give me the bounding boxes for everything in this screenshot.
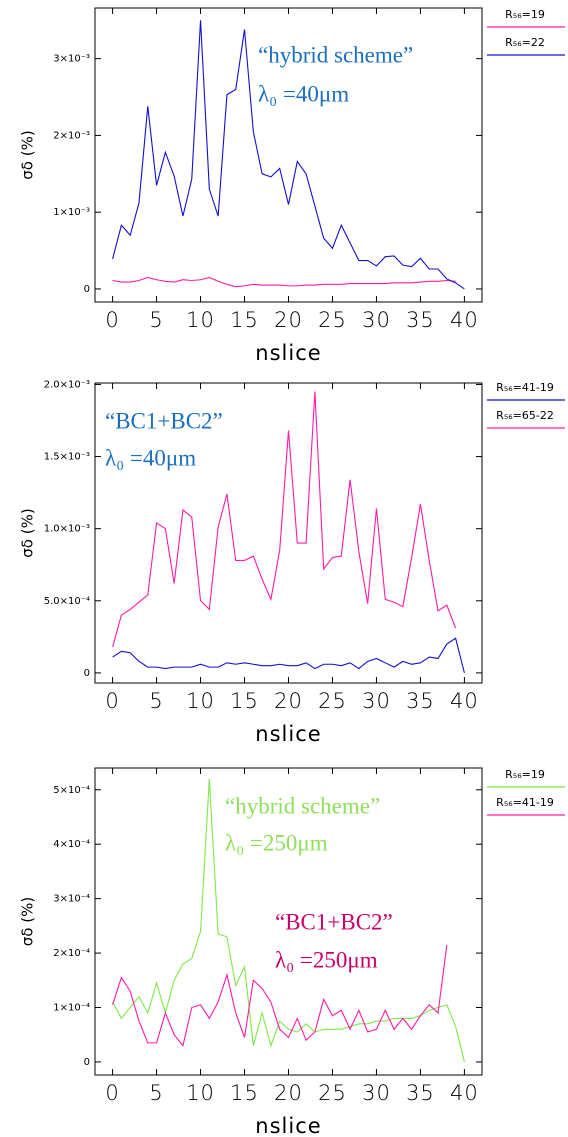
data-line	[112, 778, 465, 1063]
y-tick-label: 1.0×10⁻³	[44, 524, 90, 535]
annotation: “BC1+BC2”	[105, 408, 223, 433]
y-tick-label: 2×10⁻⁴	[53, 948, 90, 959]
y-tick-label: 1×10⁻⁴	[53, 1003, 90, 1014]
data-line	[112, 944, 448, 1047]
y-tick-label: 5×10⁻⁴	[53, 785, 90, 796]
data-line	[112, 637, 465, 674]
annotation: “hybrid scheme”	[258, 42, 413, 67]
legend-label: R₅₆=19	[505, 768, 545, 781]
chart: 0 5 10 15 20 25 30 35 40 0 1×10⁻³ 2×10⁻³ 3×10⁻³ nslic…	[19, 7, 565, 365]
y-tick-label: 0	[84, 284, 90, 295]
legend-label: R₅₆=41-19	[496, 796, 554, 809]
x-tick-label: 10	[186, 1081, 215, 1105]
x-tick-label: 5	[149, 689, 163, 713]
annotation: λ₀ =40μm	[105, 445, 196, 470]
x-tick-label: 20	[274, 1081, 303, 1105]
x-tick-label: 15	[230, 308, 259, 332]
x-tick-label: 10	[186, 308, 215, 332]
y-tick-label: 0	[84, 1057, 90, 1068]
x-tick-label: 40	[450, 689, 479, 713]
data-line	[112, 20, 465, 290]
x-tick-label: 5	[149, 1081, 163, 1105]
x-tick-label: 25	[318, 1081, 347, 1105]
x-tick-label: 35	[406, 689, 435, 713]
x-tick-label: 25	[318, 308, 347, 332]
data-line	[112, 276, 456, 288]
legend-label: R₅₆=65-22	[496, 409, 554, 422]
x-tick-label: 30	[362, 1081, 391, 1105]
y-tick-label: 1×10⁻³	[53, 207, 90, 218]
x-tick-label: 15	[230, 1081, 259, 1105]
x-tick-label: 30	[362, 689, 391, 713]
y-tick-label: 3×10⁻³	[53, 54, 90, 65]
x-tick-label: 20	[274, 689, 303, 713]
y-tick-label: 0	[84, 668, 90, 679]
y-axis-label: σδ (%)	[19, 508, 37, 557]
chart: 0 5 10 15 20 25 30 35 40 0 5.0×10⁻⁴ 1.0×10⁻³ 1.5×10⁻…	[19, 379, 565, 746]
y-tick-label: 5.0×10⁻⁴	[44, 596, 90, 607]
legend-label: R₅₆=41-19	[496, 381, 554, 394]
x-tick-label: 25	[318, 689, 347, 713]
data-line	[112, 391, 457, 648]
annotation: λ₀ =40μm	[258, 81, 349, 106]
annotation: λ₀ =250μm	[225, 830, 328, 855]
annotation: “hybrid scheme”	[225, 793, 380, 818]
legend-label: R₅₆=19	[505, 8, 545, 21]
annotation: “BC1+BC2”	[275, 909, 393, 934]
y-tick-label: 4×10⁻⁴	[53, 839, 90, 850]
y-tick-label: 2.0×10⁻³	[44, 379, 90, 390]
x-tick-label: 15	[230, 689, 259, 713]
annotation: λ₀ =250μm	[275, 947, 378, 972]
y-tick-label: 2×10⁻³	[53, 130, 90, 141]
y-tick-label: 3×10⁻⁴	[53, 894, 90, 905]
y-axis-label: σδ (%)	[19, 897, 37, 946]
legend-label: R₅₆=22	[505, 36, 545, 49]
chart: 0 5 10 15 20 25 30 35 40 0 1×10⁻⁴ 2×10⁻⁴ 3×10⁻⁴ 4×10⁻…	[19, 767, 565, 1137]
y-axis-label: σδ (%)	[19, 130, 37, 179]
x-tick-label: 35	[406, 308, 435, 332]
x-tick-label: 20	[274, 308, 303, 332]
x-tick-label: 5	[149, 308, 163, 332]
y-tick-label: 1.5×10⁻³	[44, 452, 90, 463]
x-tick-label: 0	[105, 308, 119, 332]
x-axis-label: nslice	[255, 341, 321, 365]
x-tick-label: 30	[362, 308, 391, 332]
x-tick-label: 0	[105, 1081, 119, 1105]
x-tick-label: 0	[105, 689, 119, 713]
x-axis-label: nslice	[255, 1114, 321, 1137]
x-tick-label: 40	[450, 308, 479, 332]
x-tick-label: 35	[406, 1081, 435, 1105]
x-tick-label: 40	[450, 1081, 479, 1105]
x-axis-label: nslice	[255, 722, 321, 746]
x-tick-label: 10	[186, 689, 215, 713]
